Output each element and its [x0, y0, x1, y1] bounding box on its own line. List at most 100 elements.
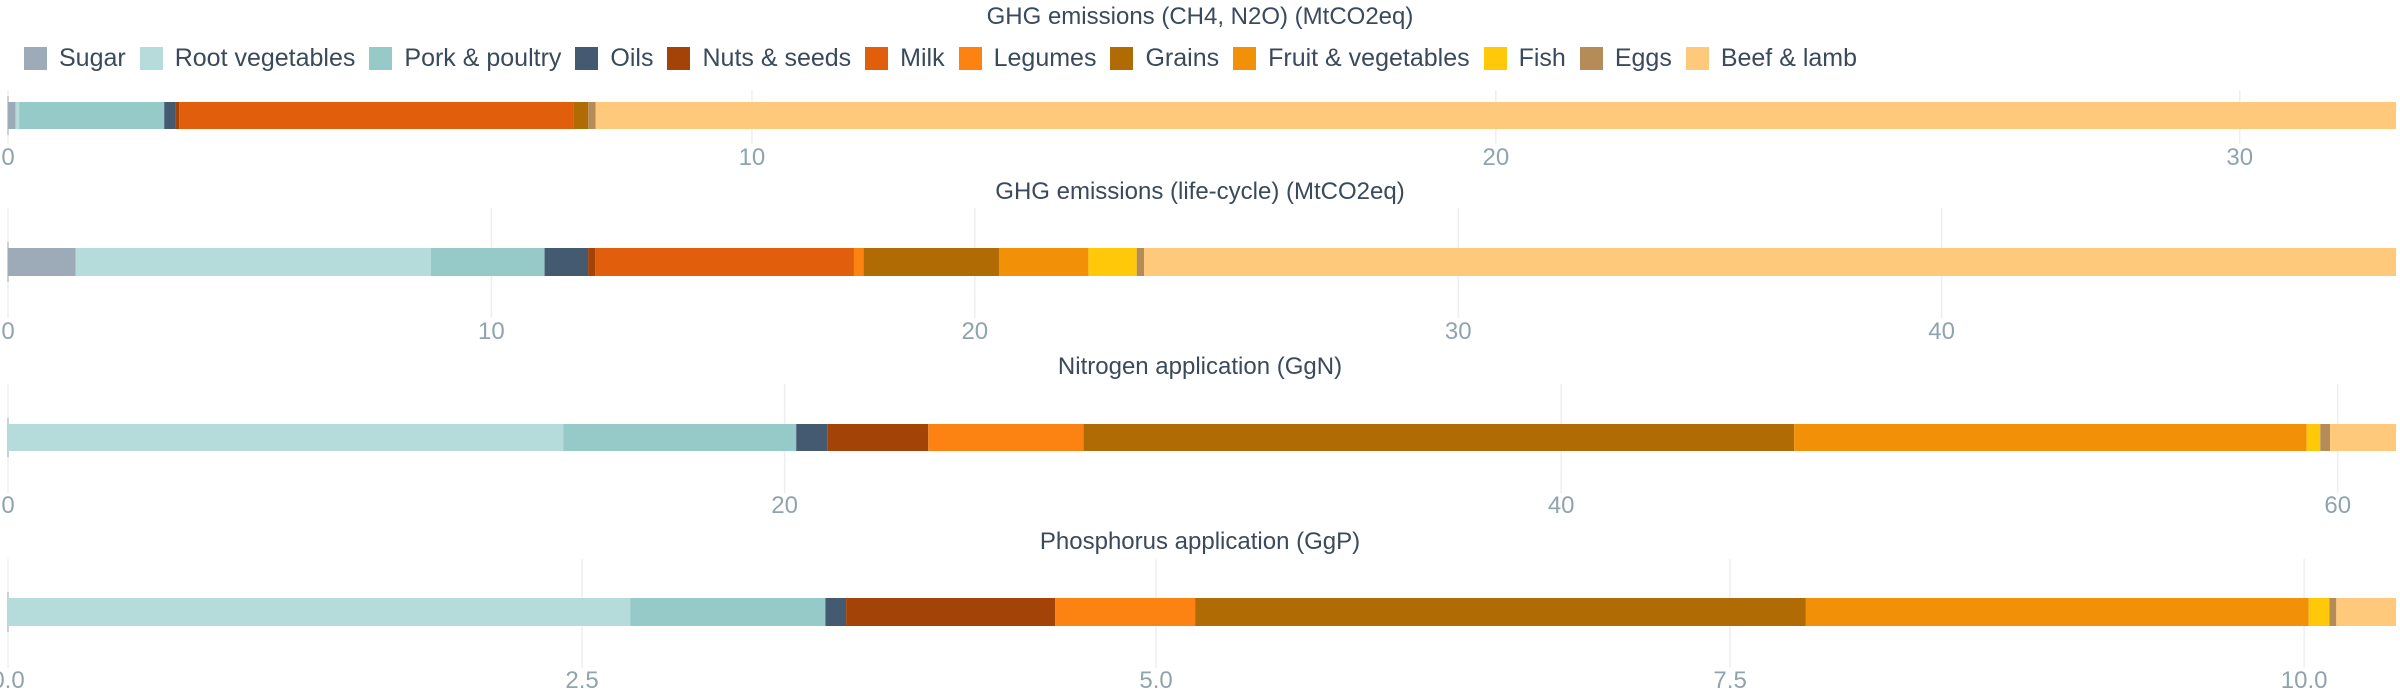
legend-swatch	[575, 46, 599, 70]
x-tick-label: 0.0	[0, 667, 25, 694]
bar-segment-beef-and-lamb	[1143, 248, 2396, 276]
legend-item-eggs[interactable]: Eggs	[1579, 43, 1672, 73]
legend-label: Legumes	[993, 43, 1097, 72]
x-tick-label: 20	[1482, 144, 1509, 171]
bar-segment-nuts-and-seeds	[827, 424, 929, 451]
bar-segment-beef-and-lamb	[2329, 424, 2396, 451]
legend-swatch	[369, 46, 393, 70]
bar-segment-grains	[1083, 424, 1795, 451]
x-tick-label: 5.0	[1139, 667, 1172, 694]
legend-item-root-vegetables[interactable]: Root vegetables	[139, 43, 356, 73]
x-tick-label: 0	[1, 144, 14, 171]
bar-segment-legumes	[853, 248, 864, 276]
legend-label: Nuts & seeds	[702, 43, 852, 72]
legend-item-sugar[interactable]: Sugar	[24, 44, 126, 73]
bar-segment-fruit-and-vegetables	[998, 248, 1089, 276]
bar-segment-legumes	[1055, 598, 1196, 626]
bar-segment-grains	[573, 102, 589, 129]
bar-segment-eggs	[2320, 424, 2330, 451]
bar-segment-oils	[796, 424, 828, 451]
x-tick-label: 60	[2324, 492, 2351, 519]
legend-label: Oils	[610, 43, 654, 72]
legend-item-oils[interactable]: Oils	[575, 44, 653, 73]
bar-segment-milk	[595, 248, 854, 276]
chart-panel-2: GHG emissions (life-cycle) (MtCO2eq) 0 10 2…	[1, 178, 2396, 345]
bar-segment-fruit-and-vegetables	[1805, 598, 2309, 626]
legend-swatch	[958, 46, 982, 70]
bar-segment-root-vegetables	[8, 598, 631, 626]
x-tick-label: 10	[739, 144, 766, 171]
legend-item-beef-and-lamb[interactable]: Beef & lamb	[1685, 43, 1858, 73]
legend-swatch	[1110, 46, 1134, 70]
legend-item-fruit-and-vegetables[interactable]: Fruit & vegetables	[1233, 44, 1470, 73]
legend-item-pork-and-poultry[interactable]: Pork & poultry	[369, 44, 561, 73]
legend-swatch	[1483, 46, 1507, 70]
legend-label: Sugar	[59, 43, 126, 72]
legend-label: Fruit & vegetables	[1268, 43, 1470, 72]
x-tick-label: 0	[1, 318, 14, 345]
legend-swatch	[1233, 46, 1257, 70]
legend-label: Eggs	[1614, 43, 1672, 72]
bar-segment-sugar	[8, 102, 16, 129]
legend-item-legumes[interactable]: Legumes	[958, 43, 1097, 73]
x-tick-label: 30	[2226, 144, 2253, 171]
x-tick-label: 20	[771, 492, 798, 519]
bar-segment-pork-and-poultry	[430, 248, 545, 276]
legend-label: Beef & lamb	[1720, 43, 1858, 72]
x-tick-label: 30	[1445, 318, 1472, 345]
legend-swatch	[865, 46, 889, 70]
x-tick-label: 40	[1928, 318, 1955, 345]
bar-segment-nuts-and-seeds	[175, 102, 180, 129]
x-tick-label: 20	[961, 318, 988, 345]
x-tick-label: 7.5	[1713, 667, 1746, 694]
bar-segment-fish	[1088, 248, 1137, 276]
legend-label: Milk	[900, 43, 945, 72]
legend-label: Pork & poultry	[404, 43, 562, 72]
bar-segment-nuts-and-seeds	[588, 248, 596, 276]
legend-swatch	[139, 46, 163, 70]
bar-segment-legumes	[928, 424, 1084, 451]
x-tick-label: 2.5	[565, 667, 598, 694]
bar-segment-fish	[2306, 424, 2321, 451]
bar-segment-oils	[164, 102, 176, 129]
legend-label: Grains	[1145, 43, 1220, 72]
bar-segment-milk	[179, 102, 574, 129]
bar-segment-pork-and-poultry	[19, 102, 165, 129]
bar-segment-grains	[1195, 598, 1806, 626]
chart-title: Nitrogen application (GgN)	[1058, 353, 1342, 380]
bar-segment-grains	[863, 248, 999, 276]
x-tick-label: 10	[478, 318, 505, 345]
chart-panel-1: GHG emissions (CH4, N2O) (MtCO2eq) 0 10 20 3…	[1, 3, 2396, 171]
legend-item-fish[interactable]: Fish	[1483, 43, 1566, 73]
legend-item-grains[interactable]: Grains	[1110, 44, 1219, 73]
bar-segment-eggs	[1136, 248, 1144, 276]
bar-segment-pork-and-poultry	[630, 598, 826, 626]
chart-legend: Sugar Root vegetables Pork & poultry Oils Nu…	[24, 40, 1871, 76]
chart-title: GHG emissions (life-cycle) (MtCO2eq)	[995, 178, 1404, 205]
bar-segment-beef-and-lamb	[595, 102, 2396, 129]
legend-item-nuts-and-seeds[interactable]: Nuts & seeds	[667, 44, 851, 73]
x-tick-label: 40	[1548, 492, 1575, 519]
bar-segment-nuts-and-seeds	[846, 598, 1056, 626]
legend-swatch	[1685, 46, 1709, 70]
bar-segment-eggs	[2329, 598, 2337, 626]
chart-title: Phosphorus application (GgP)	[1040, 528, 1360, 555]
chart-panel-3: Nitrogen application (GgN) 0 20 40 60	[1, 353, 2396, 519]
legend-swatch	[24, 46, 47, 70]
bar-segment-root-vegetables	[75, 248, 431, 276]
bar-segment-root-vegetables	[15, 102, 20, 129]
chart-title: GHG emissions (CH4, N2O) (MtCO2eq)	[987, 3, 1414, 30]
bar-segment-oils	[825, 598, 847, 626]
bar-segment-oils	[544, 248, 589, 276]
bar-segment-eggs	[588, 102, 596, 129]
legend-label: Root vegetables	[174, 43, 356, 72]
chart-panel-4: Phosphorus application (GgP) 0.0 2.5 5.0 7.5…	[0, 528, 2396, 694]
legend-item-milk[interactable]: Milk	[865, 43, 945, 73]
legend-label: Fish	[1518, 43, 1566, 72]
x-tick-label: 10.0	[2281, 667, 2328, 694]
bar-segment-fish	[2308, 598, 2330, 626]
bar-segment-beef-and-lamb	[2336, 598, 2396, 626]
bar-segment-fruit-and-vegetables	[1794, 424, 2307, 451]
